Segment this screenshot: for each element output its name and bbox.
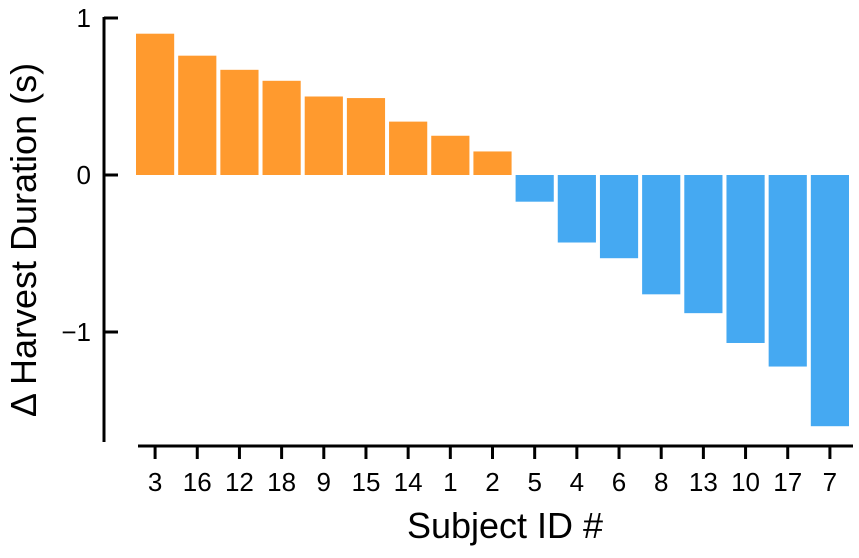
bar-subject-16 (178, 55, 217, 175)
x-tick-label: 15 (352, 467, 381, 497)
x-tick-label: 17 (773, 467, 802, 497)
bar-subject-14 (389, 121, 428, 175)
x-tick-label: 7 (823, 467, 837, 497)
x-tick-label: 16 (183, 467, 212, 497)
bar-subject-13 (684, 175, 723, 314)
x-ticks: 3 16 12 18 9 15 14 1 2 5 4 6 8 13 10 17 7 (148, 446, 837, 497)
x-tick-label: 10 (731, 467, 760, 497)
x-tick-label: 5 (527, 467, 541, 497)
x-tick-label: 8 (654, 467, 668, 497)
bar-subject-3 (136, 33, 175, 176)
bar-subject-6 (599, 175, 639, 259)
x-tick-label: 1 (443, 467, 457, 497)
bar-subject-12 (220, 69, 259, 175)
y-tick-label: 1 (77, 3, 91, 33)
x-axis-title: Subject ID # (407, 505, 603, 546)
x-tick-label: 6 (612, 467, 626, 497)
bar-subject-10 (726, 175, 765, 343)
bar-subject-7 (810, 175, 849, 427)
bar-subject-5 (515, 175, 554, 202)
bar-subject-8 (642, 175, 681, 295)
bar-subject-9 (304, 96, 343, 175)
bar-subject-1 (431, 135, 470, 175)
bar-subject-15 (346, 98, 386, 175)
x-tick-label: 18 (267, 467, 296, 497)
x-tick-label: 12 (225, 467, 254, 497)
x-tick-label: 3 (148, 467, 162, 497)
x-tick-label: 13 (689, 467, 718, 497)
bars-group (136, 33, 849, 427)
y-tick-label: 0 (77, 160, 91, 190)
x-tick-label: 2 (485, 467, 499, 497)
bar-subject-18 (262, 80, 301, 175)
y-tick-label: −1 (61, 317, 91, 347)
y-axis-title: Δ Harvest Duration (s) (3, 63, 44, 417)
bar-subject-2 (473, 151, 512, 175)
x-tick-label: 14 (394, 467, 423, 497)
bar-subject-4 (557, 175, 596, 243)
x-tick-label: 9 (317, 467, 331, 497)
y-ticks: 1 0 −1 (61, 3, 118, 347)
bar-subject-17 (768, 175, 807, 367)
x-tick-label: 4 (570, 467, 584, 497)
